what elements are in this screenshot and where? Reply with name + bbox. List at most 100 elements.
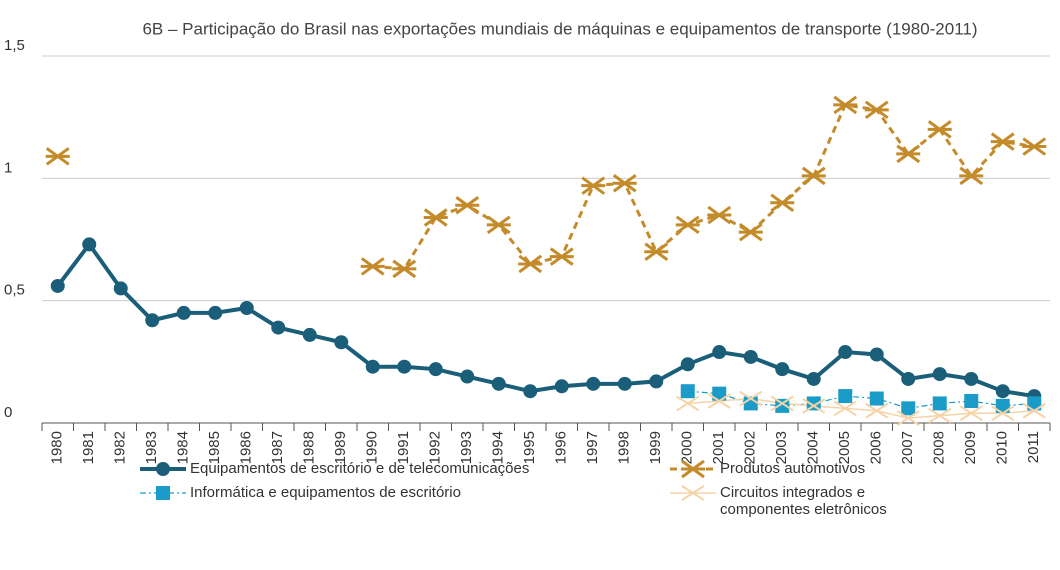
marker bbox=[864, 100, 889, 120]
legend-swatch bbox=[670, 459, 716, 479]
marker bbox=[586, 376, 601, 391]
marker bbox=[964, 371, 979, 386]
x-tick-label: 1995 bbox=[521, 431, 538, 464]
legend-swatch bbox=[140, 486, 186, 500]
marker bbox=[995, 384, 1010, 399]
marker bbox=[397, 359, 412, 374]
marker bbox=[271, 320, 286, 335]
marker bbox=[806, 371, 821, 386]
marker bbox=[739, 390, 763, 407]
marker bbox=[113, 281, 128, 296]
marker bbox=[801, 166, 826, 186]
marker bbox=[959, 405, 983, 422]
marker bbox=[707, 393, 731, 409]
marker bbox=[928, 407, 952, 424]
marker bbox=[455, 196, 480, 215]
marker bbox=[932, 367, 947, 382]
marker bbox=[681, 459, 705, 479]
x-tick-label: 1998 bbox=[616, 431, 633, 464]
series-line bbox=[687, 397, 1035, 419]
marker bbox=[707, 205, 732, 225]
x-tick-label: 2009 bbox=[962, 431, 979, 464]
x-tick-label: 1999 bbox=[647, 431, 664, 464]
marker bbox=[423, 208, 448, 227]
marker bbox=[869, 391, 884, 406]
marker bbox=[145, 313, 160, 328]
marker bbox=[491, 376, 506, 391]
marker bbox=[675, 215, 700, 235]
marker bbox=[156, 486, 170, 500]
marker bbox=[964, 393, 979, 408]
marker bbox=[959, 166, 984, 186]
x-tick-label: 2006 bbox=[868, 431, 885, 464]
x-tick-label: 1982 bbox=[112, 431, 129, 464]
marker bbox=[676, 395, 700, 412]
marker bbox=[995, 398, 1010, 413]
marker bbox=[770, 395, 794, 412]
marker bbox=[680, 384, 695, 399]
marker bbox=[991, 405, 1015, 422]
y-tick-label: 1 bbox=[4, 159, 12, 176]
x-tick-label: 1993 bbox=[458, 431, 475, 464]
marker bbox=[1022, 402, 1046, 419]
marker bbox=[712, 345, 727, 360]
marker bbox=[802, 398, 826, 414]
marker bbox=[612, 174, 637, 193]
x-tick-label: 2003 bbox=[773, 431, 790, 464]
x-tick-label: 1990 bbox=[364, 431, 381, 464]
marker bbox=[833, 95, 858, 115]
marker bbox=[833, 400, 857, 417]
marker bbox=[649, 374, 664, 389]
marker bbox=[681, 485, 705, 501]
marker bbox=[838, 389, 853, 404]
x-tick-label: 1984 bbox=[175, 431, 192, 464]
marker bbox=[1022, 137, 1047, 156]
x-tick-label: 2007 bbox=[899, 431, 916, 464]
marker bbox=[518, 254, 543, 274]
x-tick-label: 1996 bbox=[553, 431, 570, 464]
x-tick-label: 1992 bbox=[427, 431, 444, 464]
x-tick-label: 2005 bbox=[836, 431, 853, 464]
marker bbox=[901, 371, 916, 386]
marker bbox=[680, 357, 695, 372]
marker bbox=[644, 242, 669, 261]
marker bbox=[50, 278, 65, 293]
x-tick-label: 2000 bbox=[679, 431, 696, 464]
marker bbox=[581, 176, 606, 195]
marker bbox=[712, 386, 727, 401]
marker bbox=[239, 301, 254, 316]
marker bbox=[334, 335, 349, 350]
series-line bbox=[56, 241, 1035, 399]
legend-label: Informática e equipamentos de escritório bbox=[190, 484, 461, 501]
x-tick-label: 1980 bbox=[49, 431, 66, 464]
y-tick-label: 1,5 bbox=[4, 37, 25, 54]
marker bbox=[428, 362, 443, 377]
x-tick-label: 2001 bbox=[710, 431, 727, 464]
x-tick-label: 2004 bbox=[805, 431, 822, 464]
x-tick-label: 2010 bbox=[994, 431, 1011, 464]
marker bbox=[932, 396, 947, 411]
marker bbox=[738, 222, 763, 242]
legend-label: Equipamentos de escritório e de telecomu… bbox=[190, 460, 530, 477]
chart-title: 6B – Participação do Brasil nas exportaç… bbox=[142, 19, 977, 38]
marker bbox=[523, 384, 538, 399]
marker bbox=[176, 305, 191, 320]
marker bbox=[770, 193, 795, 213]
marker bbox=[927, 120, 952, 139]
marker bbox=[896, 410, 920, 426]
y-tick-label: 0,5 bbox=[4, 282, 25, 299]
marker bbox=[838, 345, 853, 360]
legend-swatch bbox=[670, 485, 716, 501]
marker bbox=[549, 247, 574, 266]
marker bbox=[865, 402, 889, 419]
series-line bbox=[372, 103, 1035, 271]
x-tick-label: 1985 bbox=[206, 431, 223, 464]
legend-swatch bbox=[140, 462, 186, 476]
x-tick-label: 2008 bbox=[931, 431, 948, 464]
x-tick-label: 1989 bbox=[332, 431, 349, 464]
x-tick-label: 1981 bbox=[80, 431, 97, 464]
marker bbox=[156, 462, 170, 476]
x-tick-label: 1988 bbox=[301, 431, 318, 464]
